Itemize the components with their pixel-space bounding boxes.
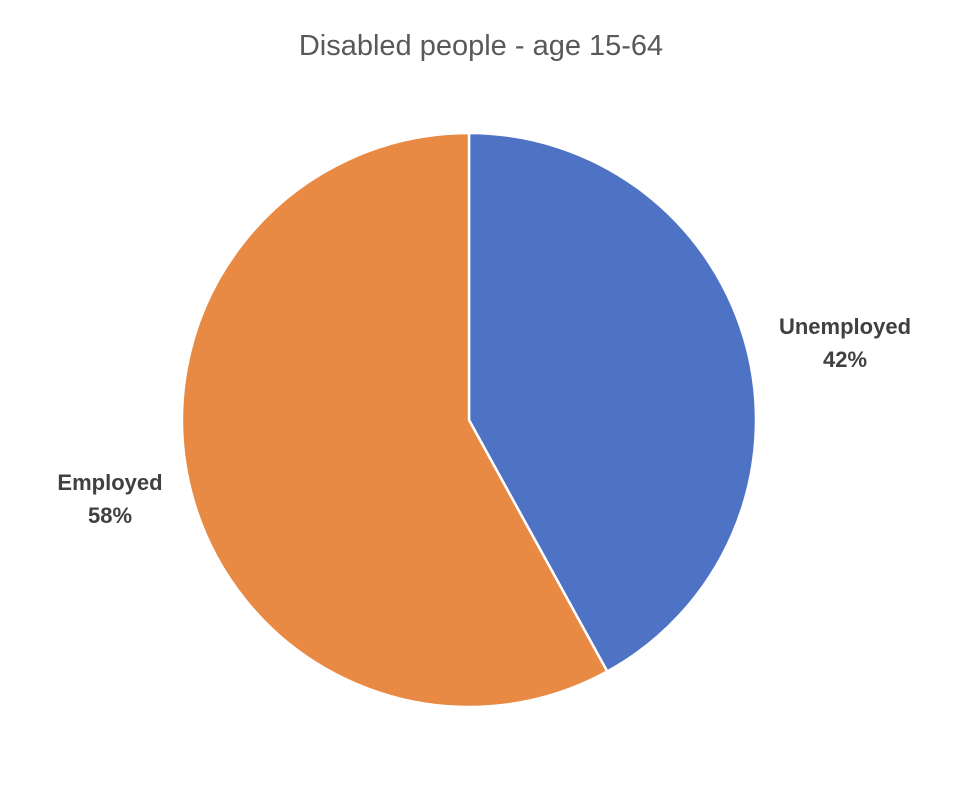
chart-title: Disabled people - age 15-64 xyxy=(298,30,664,62)
data-label-employed: Employed 58% xyxy=(30,466,190,532)
data-label-employed-value: 58% xyxy=(87,503,133,528)
pie-slices xyxy=(180,131,758,709)
pie-slice-employed xyxy=(180,131,609,709)
data-label-unemployed-value: 42% xyxy=(822,347,868,372)
data-label-unemployed-name: Unemployed xyxy=(778,314,912,339)
pie-slice-unemployed xyxy=(467,131,758,673)
data-label-employed-name: Employed xyxy=(57,470,163,495)
data-label-unemployed: Unemployed 42% xyxy=(762,310,928,376)
